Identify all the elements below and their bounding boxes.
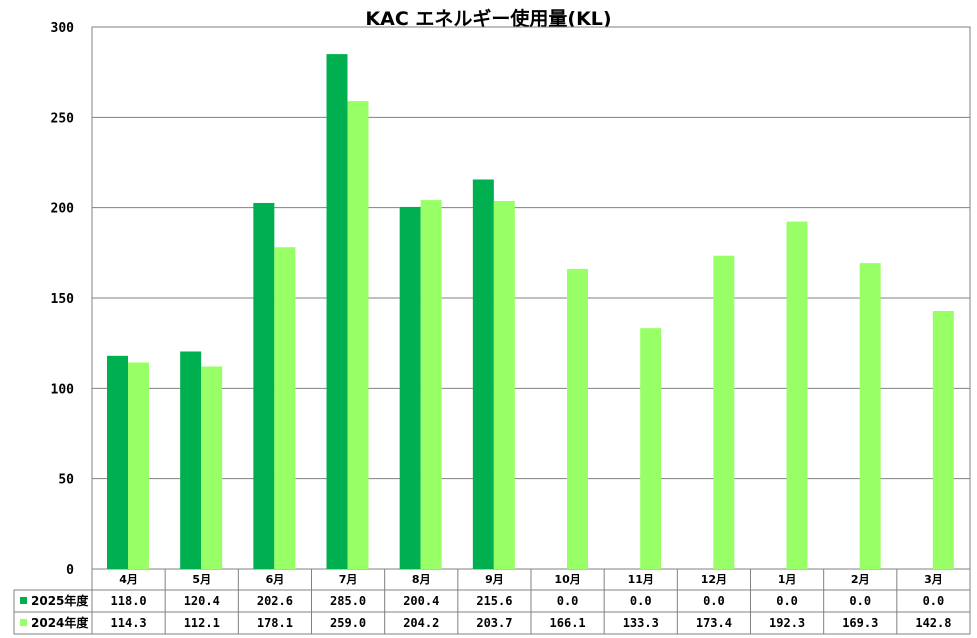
data-value: 202.6 [257,594,293,608]
data-value: 0.0 [630,594,652,608]
bar-previous [201,366,223,569]
category-label: 7月 [339,573,358,586]
data-value: 118.0 [111,594,147,608]
bar-previous [420,200,442,569]
bar-previous [128,362,149,569]
legend-swatch [20,619,27,626]
category-label: 4月 [119,573,138,586]
data-value: 192.3 [769,616,805,630]
category-label: 8月 [412,573,431,586]
y-tick-label: 250 [51,111,75,126]
bar-previous [640,328,662,569]
y-tick-label: 50 [58,473,74,488]
data-value: 133.3 [623,616,659,630]
data-value: 0.0 [703,594,725,608]
category-label: 5月 [192,573,211,586]
data-value: 173.4 [696,616,732,630]
bar-current [472,179,494,569]
bar-previous [493,200,515,569]
data-value: 142.8 [915,616,951,630]
data-value: 0.0 [776,594,798,608]
category-label: 11月 [628,573,654,586]
category-label: 10月 [554,573,580,586]
y-tick-label: 150 [51,292,75,307]
bar-previous [859,263,881,569]
bar-current [180,351,202,569]
data-value: 203.7 [476,616,512,630]
data-value: 259.0 [330,616,366,630]
y-tick-label: 100 [51,382,75,397]
legend-swatch [20,597,27,604]
bar-previous [786,221,808,569]
legend-label: 2025年度 [31,593,89,608]
bar-current [399,206,421,569]
bar-previous [347,101,369,569]
data-value: 169.3 [842,616,878,630]
category-label: 6月 [266,573,285,586]
data-value: 166.1 [550,616,586,630]
bar-previous [713,255,735,569]
category-label: 1月 [778,573,797,586]
data-value: 0.0 [923,594,945,608]
bar-current [107,355,128,569]
bar-previous [274,247,296,569]
chart-title: KAC エネルギー使用量(KL) [365,8,612,30]
bar-current [326,54,348,570]
category-label: 9月 [485,573,504,586]
y-tick-label: 200 [51,202,75,217]
bar-previous [932,311,954,569]
data-value: 178.1 [257,616,293,630]
bar-previous [567,268,588,569]
data-value: 215.6 [476,594,512,608]
data-value: 285.0 [330,594,366,608]
data-value: 204.2 [403,616,439,630]
category-label: 3月 [924,573,943,586]
data-value: 120.4 [184,594,220,608]
data-value: 112.1 [184,616,220,630]
data-value: 200.4 [403,594,439,608]
bar-current [253,202,275,569]
y-tick-label: 0 [66,563,74,578]
y-tick-label: 300 [51,21,75,36]
data-value: 0.0 [849,594,871,608]
legend-label: 2024年度 [31,615,89,630]
category-label: 2月 [851,573,870,586]
category-label: 12月 [701,573,727,586]
data-value: 0.0 [557,594,579,608]
data-value: 114.3 [111,616,147,630]
